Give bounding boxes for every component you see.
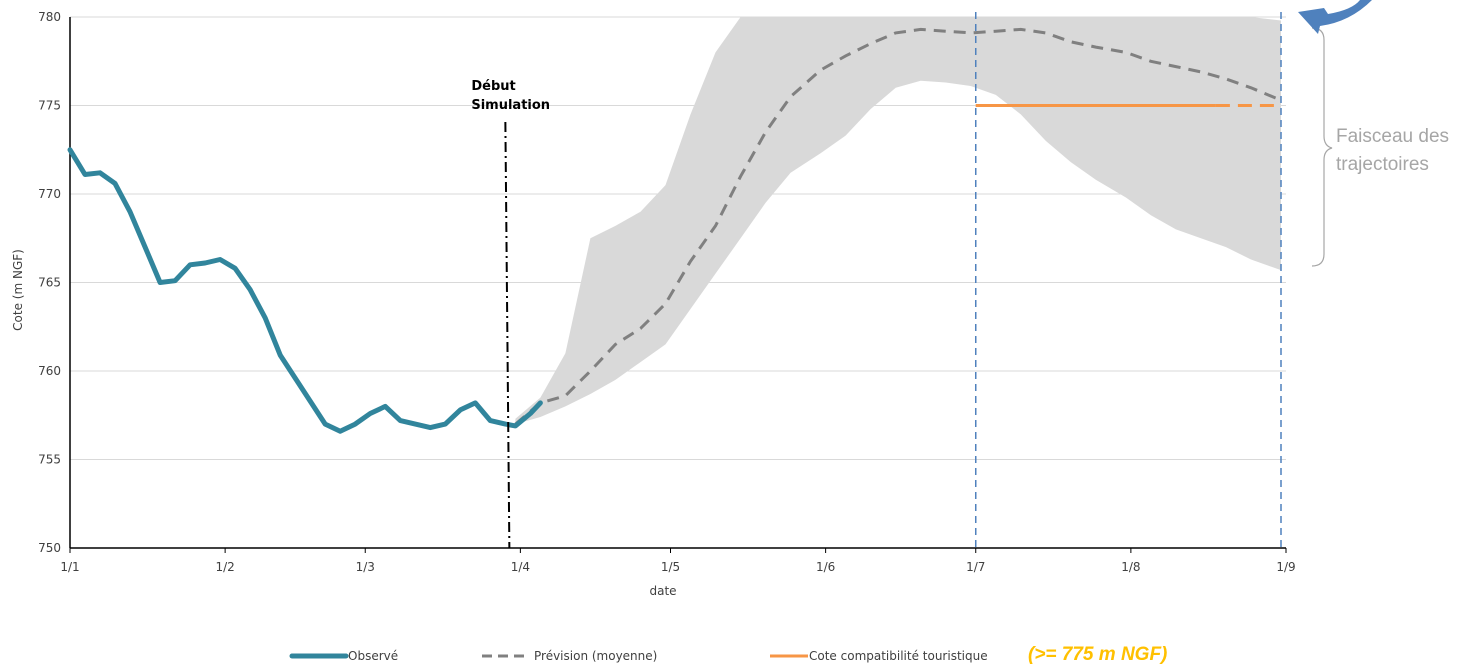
band-label-line2: trajectoires <box>1336 154 1429 175</box>
x-tick-6: 1/7 <box>966 560 985 574</box>
legend-label-observe: Observé <box>348 649 398 663</box>
legend-label-cote-touristique: Cote compatibilité touristique <box>809 649 988 663</box>
y-tick-5: 775 <box>38 99 61 113</box>
y-tick-4: 770 <box>38 187 61 201</box>
legend-note-threshold: (>= 775 m NGF) <box>1028 644 1167 665</box>
series-lines <box>67 27 1282 434</box>
y-tick-2: 760 <box>38 364 61 378</box>
band-brace <box>1311 27 1333 267</box>
period-lines <box>974 12 1282 548</box>
forecast-band <box>515 17 1281 425</box>
x-tick-0: 1/1 <box>60 560 79 574</box>
x-tick-8: 1/9 <box>1276 560 1295 574</box>
x-tick-3: 1/4 <box>511 560 530 574</box>
band-label-line1: Faisceau des <box>1336 126 1449 147</box>
arrow-icon <box>1298 0 1372 34</box>
legend: Observé Prévision (moyenne) Cote compati… <box>289 644 1167 665</box>
x-tick-1: 1/2 <box>215 560 234 574</box>
x-axis-label: date <box>649 584 676 598</box>
start-simulation-label-line2: Simulation <box>471 98 550 113</box>
series-observe <box>67 147 543 434</box>
x-tick-4: 1/5 <box>661 560 680 574</box>
x-tick-2: 1/3 <box>356 560 375 574</box>
start-simulation-line <box>504 121 511 549</box>
legend-item-prevision: Prévision (moyenne) <box>482 649 657 663</box>
y-tick-0: 750 <box>38 541 61 555</box>
start-simulation-label-line1: Début <box>471 79 515 94</box>
x-tick-5: 1/6 <box>816 560 835 574</box>
y-tick-labels: 750 755 760 765 770 775 780 <box>38 10 61 555</box>
legend-item-observe: Observé <box>289 649 398 663</box>
y-tick-6: 780 <box>38 10 61 24</box>
y-tick-1: 755 <box>38 453 61 467</box>
legend-item-cote-touristique: Cote compatibilité touristique (>= 775 m… <box>770 644 1167 665</box>
x-tick-7: 1/8 <box>1121 560 1140 574</box>
y-tick-3: 765 <box>38 276 61 290</box>
x-tick-labels: 1/1 1/2 1/3 1/4 1/5 1/6 1/7 1/8 1/9 <box>60 548 1296 574</box>
axes <box>69 17 1286 549</box>
series-prevision <box>514 27 1282 426</box>
legend-label-prevision: Prévision (moyenne) <box>534 649 657 663</box>
y-axis-label: Cote (m NGF) <box>11 249 25 331</box>
